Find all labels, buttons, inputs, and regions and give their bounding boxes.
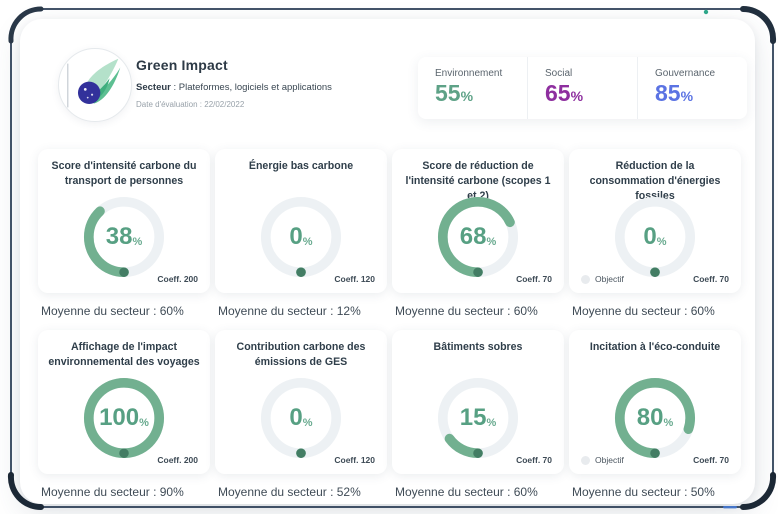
sector-line: Secteur : Plateformes, logiciels et appl… [136, 82, 332, 93]
gauge-card-ghg-contribution: Contribution carbone des émissions de GE… [215, 330, 387, 474]
esg-label: Social [545, 68, 573, 79]
frame-teal-speck [703, 9, 709, 15]
card-title: Score de réduction de l'intensité carbon… [405, 160, 551, 202]
coefficient-label: Coeff. 70 [516, 274, 552, 284]
gauge-card-eco-driving: Incitation à l'éco-conduite 80% Objectif… [569, 330, 741, 474]
donut-gauge: 100% [80, 374, 168, 462]
gauge-value: 0% [289, 223, 313, 250]
brand-logo [58, 48, 132, 122]
card-title: Incitation à l'éco-conduite [589, 341, 721, 353]
gauge-card-travel-impact-display: Affichage de l'impact environnemental de… [38, 330, 210, 474]
card-title: Contribution carbone des émissions de GE… [236, 341, 366, 368]
card-title: Score d'intensité carbone du transport d… [51, 160, 197, 187]
donut-gauge: 38% [80, 193, 168, 281]
coefficient-label: Coeff. 120 [334, 274, 375, 284]
sector-value: : Plateformes, logiciels et applications [170, 82, 332, 93]
coefficient-label: Coeff. 200 [157, 455, 198, 465]
esg-label: Gouvernance [655, 68, 716, 79]
card-title: Bâtiments sobres [433, 341, 523, 353]
esg-value: 65% [545, 80, 584, 106]
gauge-card-intensity-reduction: Score de réduction de l'intensité carbon… [392, 149, 564, 293]
esg-score-gouvernance: Gouvernance 85% [637, 57, 747, 119]
esg-label: Environnement [435, 68, 503, 79]
card-title: Énergie bas carbone [248, 160, 354, 172]
gauge-value: 15% [459, 404, 497, 431]
donut-gauge: 0% [611, 193, 699, 281]
coefficient-label: Coeff. 200 [157, 274, 198, 284]
donut-gauge: 15% [434, 374, 522, 462]
comet-icon [67, 58, 121, 108]
objectif-indicator: Objectif [581, 274, 624, 284]
donut-gauge: 0% [257, 193, 345, 281]
gauge-card-transport-intensity: Score d'intensité carbone du transport d… [38, 149, 210, 293]
app-title: Green Impact [136, 57, 228, 73]
coefficient-label: Coeff. 70 [693, 274, 729, 284]
evaluation-date: Date d'évaluation : 22/02/2022 [136, 100, 245, 109]
sector-average-label: Moyenne du secteur : 60% [41, 304, 184, 318]
gauge-value: 100% [99, 404, 149, 431]
esg-value: 55% [435, 80, 474, 106]
frame-blue-speck [723, 506, 737, 509]
card-title: Réduction de la consommation d'énergies … [589, 160, 721, 202]
gauge-value: 68% [459, 223, 497, 250]
gauge-value: 0% [289, 404, 313, 431]
donut-gauge: 68% [434, 193, 522, 281]
donut-gauge: 80% [611, 374, 699, 462]
esg-score-panel: Environnement 55% Social 65% Gouvernance… [418, 57, 747, 119]
sector-average-label: Moyenne du secteur : 50% [572, 485, 715, 499]
card-title: Affichage de l'impact environnemental de… [48, 341, 200, 368]
sector-average-label: Moyenne du secteur : 90% [41, 485, 184, 499]
sector-average-label: Moyenne du secteur : 60% [395, 485, 538, 499]
esg-score-social: Social 65% [527, 57, 637, 119]
sector-average-label: Moyenne du secteur : 12% [218, 304, 361, 318]
objectif-dot-icon [581, 274, 590, 284]
esg-value: 85% [655, 80, 694, 106]
coefficient-label: Coeff. 120 [334, 455, 375, 465]
sector-average-label: Moyenne du secteur : 60% [395, 304, 538, 318]
donut-gauge: 0% [257, 374, 345, 462]
coefficient-label: Coeff. 70 [693, 455, 729, 465]
sector-average-label: Moyenne du secteur : 60% [572, 304, 715, 318]
gauge-value: 0% [643, 223, 667, 250]
cards-grid: Score d'intensité carbone du transport d… [38, 149, 741, 502]
gauge-value: 80% [636, 404, 674, 431]
dashboard-panel: Green Impact Secteur : Plateformes, logi… [20, 19, 755, 504]
sector-label: Secteur [136, 82, 171, 93]
gauge-card-low-carbon-energy: Énergie bas carbone 0% Coeff. 120 [215, 149, 387, 293]
sector-average-label: Moyenne du secteur : 52% [218, 485, 361, 499]
gauge-card-fossil-energy-reduction: Réduction de la consommation d'énergies … [569, 149, 741, 293]
gauge-card-sober-buildings: Bâtiments sobres 15% Coeff. 70 [392, 330, 564, 474]
gauge-value: 38% [105, 223, 143, 250]
esg-score-environnement: Environnement 55% [418, 57, 527, 119]
coefficient-label: Coeff. 70 [516, 455, 552, 465]
objectif-dot-icon [581, 455, 590, 465]
brand-block: Green Impact Secteur : Plateformes, logi… [136, 57, 332, 109]
objectif-indicator: Objectif [581, 455, 624, 465]
